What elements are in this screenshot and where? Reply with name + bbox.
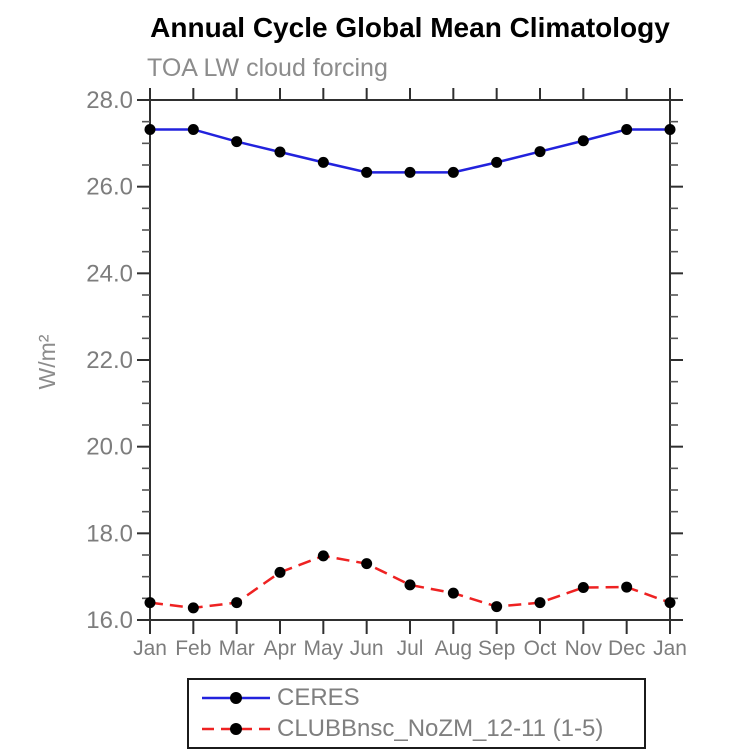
data-point bbox=[187, 602, 199, 614]
x-tick-label: Mar bbox=[219, 637, 255, 660]
legend-line-sample-clubbnsc bbox=[202, 723, 270, 735]
y-tick-label: 24.0 bbox=[86, 260, 133, 287]
data-point bbox=[231, 597, 243, 609]
data-point bbox=[577, 135, 589, 147]
legend-item-clubbnsc: CLUBBnsc_NoZM_12-11 (1-5) bbox=[198, 714, 644, 745]
x-tick-label: Jan bbox=[653, 637, 687, 660]
data-point bbox=[491, 156, 503, 168]
data-point bbox=[317, 156, 329, 168]
legend-item-ceres: CERES bbox=[198, 683, 644, 714]
data-point bbox=[447, 166, 459, 178]
data-point bbox=[534, 146, 546, 158]
x-axis-ticks: Jan Feb Mar Apr May Jun Jul Aug Sep Oct Nov Dec Jan bbox=[133, 88, 687, 660]
data-point bbox=[231, 136, 243, 148]
data-point bbox=[361, 558, 373, 570]
y-tick-label: 26.0 bbox=[86, 174, 133, 201]
series-ceres bbox=[144, 123, 676, 178]
legend-box: CERES CLUBBnsc_NoZM_12-11 (1-5) bbox=[187, 678, 646, 749]
data-point bbox=[361, 166, 373, 178]
x-tick-label: Sep bbox=[478, 637, 515, 660]
x-tick-label: Jul bbox=[397, 637, 424, 660]
x-tick-label: Jun bbox=[350, 637, 384, 660]
x-tick-label: Apr bbox=[264, 637, 297, 660]
data-point bbox=[534, 597, 546, 609]
x-tick-label: Nov bbox=[565, 637, 603, 660]
x-tick-label: May bbox=[303, 637, 343, 660]
data-point bbox=[404, 579, 416, 591]
x-tick-label: Aug bbox=[435, 637, 472, 660]
y-tick-label: 18.0 bbox=[86, 520, 133, 547]
data-point bbox=[491, 601, 503, 613]
x-tick-label: Dec bbox=[608, 637, 645, 660]
data-point bbox=[664, 597, 676, 609]
data-point bbox=[664, 123, 676, 135]
legend-line-sample-ceres bbox=[202, 692, 270, 704]
y-axis-label: W/m² bbox=[34, 334, 60, 389]
y-tick-label: 22.0 bbox=[86, 347, 133, 374]
chart-subtitle: TOA LW cloud forcing bbox=[147, 54, 388, 82]
data-point bbox=[404, 166, 416, 178]
y-axis-ticks: 16.0 18.0 20.0 22.0 24.0 26.0 28.0 bbox=[86, 87, 683, 634]
x-tick-label: Feb bbox=[175, 637, 211, 660]
data-point bbox=[144, 123, 156, 135]
data-point bbox=[187, 123, 199, 135]
axes-frame bbox=[149, 99, 671, 621]
data-point bbox=[144, 597, 156, 609]
data-point bbox=[577, 582, 589, 593]
data-point bbox=[621, 123, 633, 135]
x-tick-label: Oct bbox=[524, 637, 557, 660]
x-tick-label: Jan bbox=[133, 637, 167, 660]
chart-title: Annual Cycle Global Mean Climatology bbox=[150, 12, 670, 43]
legend-label-ceres: CERES bbox=[277, 684, 360, 711]
series-clubbnsc bbox=[144, 550, 676, 614]
legend-label-clubbnsc: CLUBBnsc_NoZM_12-11 (1-5) bbox=[277, 715, 604, 742]
data-point bbox=[621, 581, 633, 593]
data-point bbox=[317, 550, 329, 562]
data-point bbox=[447, 587, 459, 599]
data-point bbox=[274, 566, 286, 578]
y-tick-label: 28.0 bbox=[86, 87, 133, 114]
data-point bbox=[274, 146, 286, 158]
y-tick-label: 16.0 bbox=[86, 607, 133, 634]
y-tick-label: 20.0 bbox=[86, 434, 133, 461]
